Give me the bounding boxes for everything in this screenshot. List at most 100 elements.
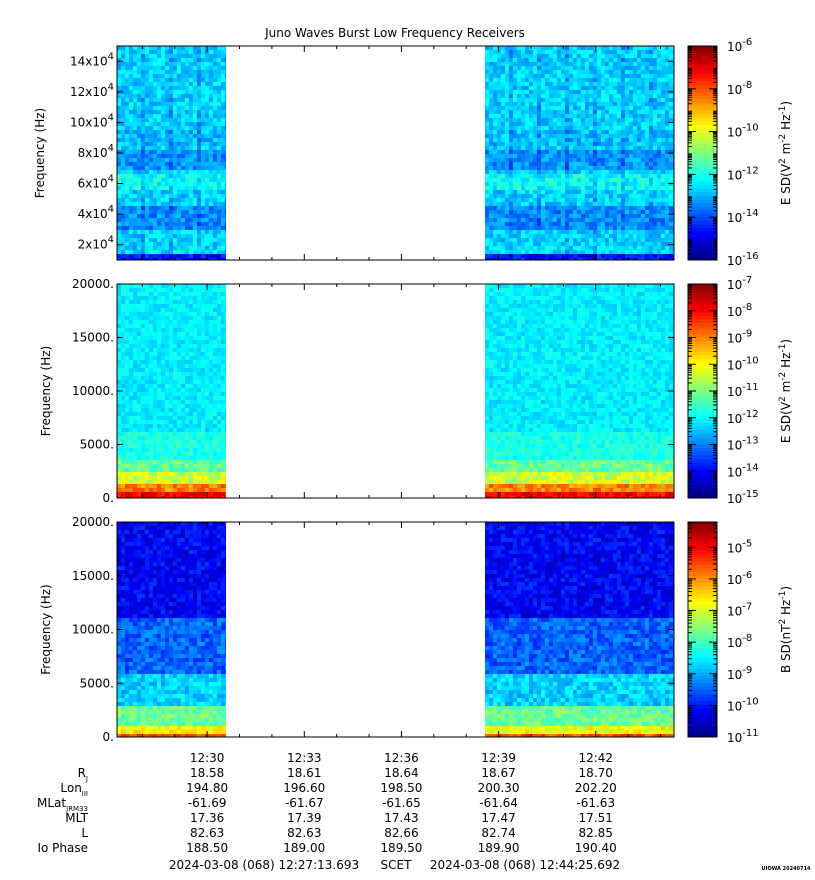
ephemeris-value: 190.40: [575, 841, 617, 855]
colorbar-tick-label: 10-9: [727, 665, 752, 682]
ytick-label: 8x104: [78, 143, 114, 160]
colorbar-tick-label: 10-11: [727, 728, 759, 745]
ephemeris-value: 196.60: [283, 781, 325, 795]
footer-end-time: 2024-03-08 (068) 12:44:25.692: [430, 858, 620, 872]
colorbar-label: E SD(V2 m-2 Hz-1): [778, 101, 793, 205]
spectrogram-bottom: [117, 522, 674, 737]
colorbar-top: 10-6 10-8 10-10 10-12 10-14 10-16 E SD(V2 m-2 …: [687, 37, 793, 268]
colorbar-tick-label: 10-8: [727, 633, 752, 650]
ephemeris-row-label: L: [81, 826, 88, 840]
colorbar-tick-label: 10-10: [727, 696, 759, 713]
ephemeris-value: 189.50: [380, 841, 422, 855]
ytick-label: 20000.: [72, 515, 114, 529]
ephemeris-value: 18.61: [287, 766, 321, 780]
panel-middle: 0. 5000. 10000. 15000. 20000. Frequency (Hz) 1…: [39, 275, 793, 506]
colorbar-tick-label: 10-11: [727, 382, 759, 399]
ephemeris-value: 188.50: [186, 841, 228, 855]
ytick-label: 10x104: [70, 112, 114, 129]
xtick-label: 12:36: [384, 751, 419, 765]
colorbar-tick-label: 10-10: [727, 123, 759, 140]
ephemeris-value: 17.51: [579, 811, 613, 825]
ephemeris-value: -61.65: [382, 796, 421, 810]
ephemeris-row-label: RJ: [78, 766, 88, 783]
xtick-label: 12:30: [190, 751, 225, 765]
ephemeris-value: 194.80: [186, 781, 228, 795]
colorbar-bottom: 10-5 10-6 10-7 10-8 10-9 10-10 10-11 B SD(nT2 H…: [687, 521, 793, 745]
panel-top: 2x104 4x104 6x104 8x104 10x104 12x104 14x104 Fr…: [33, 37, 793, 268]
ytick-label: 0.: [103, 730, 114, 744]
colorbar-tick-label: 10-15: [727, 489, 759, 506]
ephemeris-value: 18.64: [384, 766, 418, 780]
ephemeris-value: 17.36: [190, 811, 224, 825]
ephemeris-value: 17.43: [384, 811, 418, 825]
ephemeris-value: -61.67: [285, 796, 324, 810]
colorbar-middle: 10-7 10-8 10-9 10-10 10-11 10-12 10-13 10-14 10-…: [687, 275, 793, 506]
colorbar-tick-label: 10-10: [727, 355, 759, 372]
colorbar-tick-label: 10-7: [727, 275, 752, 292]
ytick-label: 15000.: [72, 569, 114, 583]
colorbar-tick-label: 10-7: [727, 602, 752, 619]
ephemeris-row-label: LonIII: [60, 781, 88, 798]
ytick-label: 4x104: [78, 204, 114, 221]
ytick-label: 0.: [103, 491, 114, 505]
ephemeris-value: 17.39: [287, 811, 321, 825]
ytick-label: 15000.: [72, 331, 114, 345]
ephemeris-row-label: Io Phase: [37, 841, 88, 855]
colorbar-tick-label: 10-6: [727, 37, 752, 54]
ephemeris-value: 198.50: [380, 781, 422, 795]
ytick-label: 5000.: [80, 438, 114, 452]
ephemeris-value: -61.69: [188, 796, 227, 810]
colorbar-tick-label: 10-12: [727, 165, 759, 182]
ephemeris-value: 82.63: [190, 826, 224, 840]
ephemeris-value: 82.74: [481, 826, 515, 840]
spectrogram-middle: [117, 284, 674, 498]
colorbar-tick-label: 10-8: [727, 80, 752, 97]
spectrogram-top: [117, 46, 674, 260]
ephemeris-value: -61.64: [479, 796, 518, 810]
footer-start-time: 2024-03-08 (068) 12:27:13.693: [169, 858, 359, 872]
ephemeris-value: 82.63: [287, 826, 321, 840]
ephemeris-value: 17.47: [481, 811, 515, 825]
figure-title: Juno Waves Burst Low Frequency Receivers: [264, 26, 525, 40]
colorbar-label: E SD(V2 m-2 Hz-1): [778, 339, 793, 443]
ephemeris-value: 200.30: [478, 781, 520, 795]
ephemeris-value: 202.20: [575, 781, 617, 795]
y-axis-label: Frequency (Hz): [33, 108, 47, 199]
ytick-label: 14x104: [70, 51, 114, 68]
ephemeris-row-label: MLT: [65, 811, 88, 825]
ytick-label: 5000.: [80, 676, 114, 690]
colorbar-tick-label: 10-14: [727, 208, 759, 225]
colorbar-tick-label: 10-13: [727, 436, 759, 453]
ytick-label: 20000.: [72, 277, 114, 291]
ytick-label: 10000.: [72, 623, 114, 637]
ytick-label: 6x104: [78, 174, 114, 191]
footer-scet: SCET: [381, 858, 413, 872]
ytick-label: 12x104: [70, 82, 114, 99]
panel-bottom: 0. 5000. 10000. 15000. 20000. Frequency (Hz) 1…: [39, 515, 793, 745]
ytick-label: 2x104: [78, 235, 114, 252]
colorbar-tick-label: 10-16: [727, 251, 759, 268]
ephemeris-value: 18.58: [190, 766, 224, 780]
ephemeris-value: 189.00: [283, 841, 325, 855]
ytick-label: 10000.: [72, 384, 114, 398]
xtick-label: 12:42: [578, 751, 613, 765]
colorbar-tick-label: 10-6: [727, 570, 752, 587]
ephemeris-value: 189.90: [478, 841, 520, 855]
ephemeris-value: 82.66: [384, 826, 418, 840]
colorbar-tick-label: 10-14: [727, 462, 759, 479]
colorbar-tick-label: 10-12: [727, 409, 759, 426]
colorbar-tick-label: 10-9: [727, 329, 752, 346]
ephemeris-value: 18.67: [481, 766, 515, 780]
ephemeris-value: 82.85: [579, 826, 613, 840]
xtick-label: 12:39: [481, 751, 516, 765]
y-axis-label: Frequency (Hz): [39, 584, 53, 675]
footer-stamp: UIOWA 20240714: [762, 866, 811, 872]
colorbar-tick-label: 10-5: [727, 538, 752, 555]
colorbar-label: B SD(nT2 Hz-1): [778, 586, 793, 673]
y-axis-label: Frequency (Hz): [39, 346, 53, 437]
colorbar-tick-label: 10-8: [727, 302, 752, 319]
xtick-label: 12:33: [287, 751, 322, 765]
ephemeris-row-label: MLatJRM33: [37, 796, 88, 813]
ephemeris-value: 18.70: [579, 766, 613, 780]
